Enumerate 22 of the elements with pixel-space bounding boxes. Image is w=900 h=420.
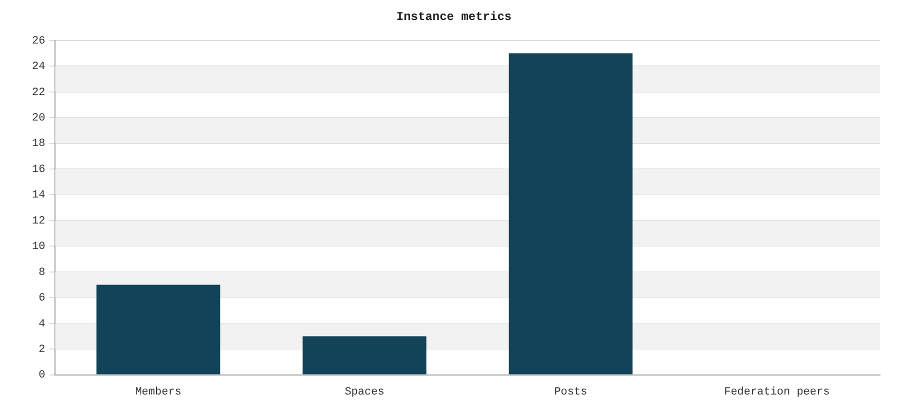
bar (302, 336, 426, 374)
y-tick-label: 10 (32, 241, 46, 254)
y-tick-label: 22 (32, 86, 46, 99)
bar (508, 53, 633, 374)
y-tick-label: 20 (32, 112, 46, 124)
y-tick-label: 4 (38, 318, 46, 330)
y-tick-label: 26 (32, 35, 46, 48)
y-tick-label: 2 (38, 344, 46, 356)
y-tick-label: 24 (32, 61, 46, 74)
bar (96, 284, 220, 374)
y-tick-label: 12 (32, 215, 46, 228)
chart-title: Instance metrics (396, 10, 512, 24)
x-tick-label: Federation peers (724, 386, 830, 398)
y-tick-label: 18 (32, 138, 46, 150)
x-tick-label: Spaces (344, 386, 384, 398)
x-tick-label: Members (135, 386, 182, 398)
y-tick-label: 0 (38, 370, 46, 382)
y-tick-label: 16 (32, 164, 46, 176)
y-tick-label: 6 (38, 292, 46, 305)
x-tick-label: Posts (554, 386, 588, 398)
y-tick-label: 14 (32, 190, 46, 202)
y-tick-label: 8 (38, 266, 46, 279)
